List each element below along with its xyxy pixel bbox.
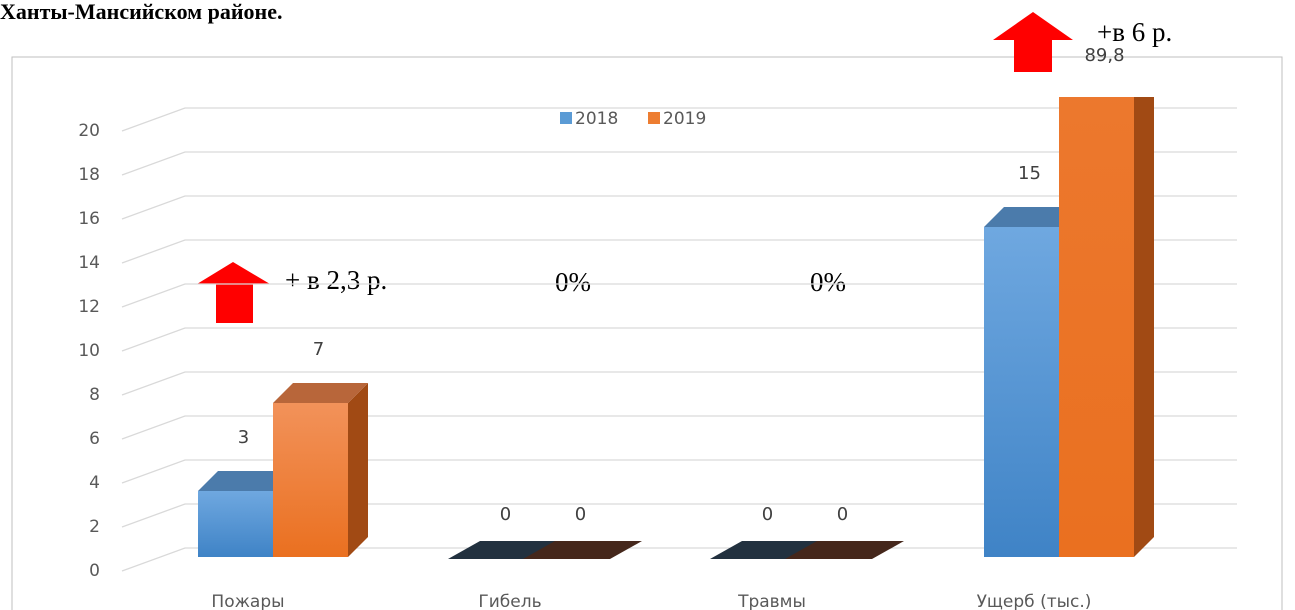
y-tick-label: 8 — [89, 385, 100, 405]
y-tick-label: 6 — [89, 429, 100, 449]
value-label: 89,8 — [1084, 45, 1124, 66]
x-tick-label: Ущерб (тыс.) — [977, 592, 1092, 610]
grid-line — [121, 459, 1237, 484]
legend-label: 2018 — [575, 109, 618, 129]
bar-front — [198, 491, 273, 557]
grid-line — [121, 283, 1237, 308]
y-tick-label: 0 — [89, 561, 100, 581]
value-label: 3 — [238, 427, 249, 448]
bar-front — [273, 403, 348, 557]
grid-line — [121, 371, 1237, 396]
grid-line — [121, 151, 1237, 176]
value-label: 0 — [762, 504, 773, 525]
y-tick-label: 20 — [78, 121, 100, 141]
annotation: + в 2,3 р. — [285, 265, 387, 295]
grid-line — [121, 239, 1237, 264]
legend-swatch — [648, 112, 660, 124]
y-tick-label: 18 — [78, 165, 100, 185]
annotation: 0% — [555, 267, 591, 297]
grid-line — [121, 327, 1237, 352]
y-tick-label: 14 — [78, 253, 100, 273]
bar-front — [1059, 97, 1134, 557]
y-tick-label: 4 — [89, 473, 100, 493]
chart-border — [11, 56, 1283, 610]
x-tick-label: Травмы — [737, 592, 806, 610]
grid-line — [121, 107, 1237, 132]
y-tick-label: 16 — [78, 209, 100, 229]
x-tick-label: Гибель — [478, 592, 541, 610]
grid-line — [121, 195, 1237, 220]
arrow-up — [197, 262, 270, 323]
annotation: 0% — [810, 267, 846, 297]
bar-top — [198, 471, 293, 491]
grid — [121, 107, 1237, 572]
grid-line — [121, 503, 1237, 528]
annotation: +в 6 р. — [1097, 17, 1172, 47]
value-label: 15 — [1018, 163, 1041, 184]
bar — [1059, 97, 1154, 557]
legend-label: 2019 — [663, 109, 706, 129]
value-label: 0 — [500, 504, 511, 525]
bar-top — [984, 207, 1079, 227]
bar — [523, 541, 642, 559]
value-label: 0 — [837, 504, 848, 525]
legend-swatch — [560, 112, 572, 124]
bars — [198, 97, 1154, 559]
bar-top — [785, 541, 904, 559]
bar-front — [984, 227, 1059, 557]
chart-title: Ханты-Мансийском районе. — [0, 0, 283, 24]
value-label: 0 — [575, 504, 586, 525]
grid-line — [121, 415, 1237, 440]
y-tick-label: 12 — [78, 297, 100, 317]
bar — [785, 541, 904, 559]
bar-top — [273, 383, 368, 403]
y-tick-label: 10 — [78, 341, 100, 361]
arrow-up — [993, 12, 1073, 72]
bar-side — [1134, 97, 1154, 557]
value-label: 7 — [313, 339, 324, 360]
labels: 0 2 4 6 8 10 12 14 16 18 20 2018 2019 Пожары 3 7 Гибель 0… — [78, 45, 1124, 610]
bar-top — [523, 541, 642, 559]
bar — [273, 383, 368, 557]
bar-side — [348, 383, 368, 557]
x-tick-label: Пожары — [211, 592, 284, 610]
y-tick-label: 2 — [89, 517, 100, 537]
